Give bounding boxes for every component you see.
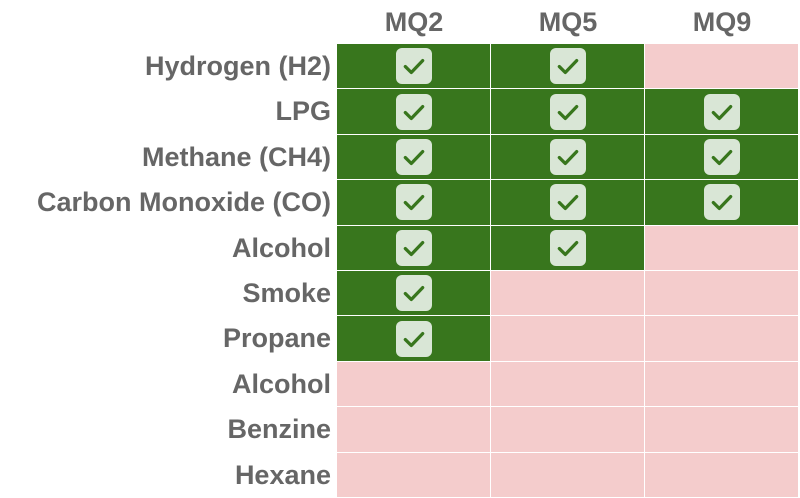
supported-cell [491,225,645,271]
unsupported-cell [645,361,799,408]
check-icon [395,138,432,175]
supported-cell [337,134,491,181]
check-icon [395,320,432,357]
row-label: Propane [222,323,331,354]
supported-cell [337,225,491,271]
supported-cell [491,134,645,181]
row-label: Alcohol [232,232,331,263]
check-icon [703,184,740,221]
unsupported-cell [491,407,645,453]
unsupported-cell [337,407,491,453]
check-icon [549,93,586,130]
supported-cell [645,89,799,135]
supported-cell [337,271,491,317]
check-icon [549,229,586,266]
check-icon [703,93,740,130]
check-icon [549,138,586,175]
row-label: Smoke [242,278,331,308]
check-icon [549,48,586,85]
supported-cell [491,89,645,135]
column-header-mq5: MQ5 [538,6,598,37]
supported-cell [645,134,799,181]
unsupported-cell [645,452,799,498]
row-label: LPG [275,96,331,127]
supported-cell [491,44,645,90]
check-icon [703,138,740,175]
check-icon [395,93,432,130]
row-label: Benzine [227,414,331,445]
supported-cell [337,89,491,135]
unsupported-cell [645,44,799,90]
row-label: Methane (CH4) [141,141,331,172]
check-icon [395,184,432,221]
check-icon [395,48,432,85]
row-label: Alcohol [232,368,331,399]
row-label: Hydrogen (H2) [144,51,331,81]
supported-cell [337,316,491,362]
supported-cell [645,180,799,226]
check-icon [395,229,432,266]
row-label: Hexane [234,459,331,490]
column-header-mq9: MQ9 [692,6,752,37]
supported-cell [491,180,645,226]
check-icon [395,275,432,312]
unsupported-cell [491,452,645,498]
unsupported-cell [337,452,491,498]
row-label: Carbon Monoxide (CO) [37,187,331,218]
unsupported-cell [645,316,799,362]
unsupported-cell [645,271,799,317]
unsupported-cell [645,225,799,271]
unsupported-cell [491,271,645,317]
unsupported-cell [491,316,645,362]
supported-cell [337,180,491,226]
column-header-mq2: MQ2 [384,6,444,37]
supported-cell [337,44,491,90]
unsupported-cell [645,407,799,453]
unsupported-cell [491,361,645,408]
unsupported-cell [337,361,491,408]
check-icon [549,184,586,221]
